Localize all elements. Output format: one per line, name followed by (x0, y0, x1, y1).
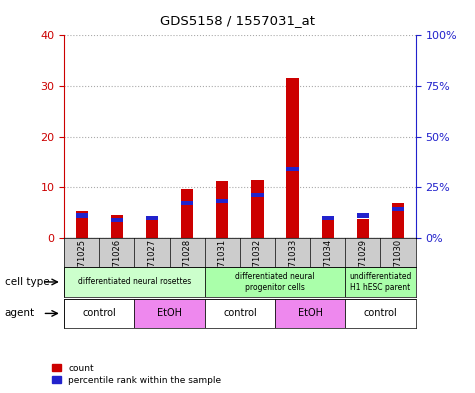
Bar (322, 215, 334, 220)
Text: control: control (223, 309, 257, 318)
Text: GSM1371032: GSM1371032 (253, 239, 262, 296)
Bar (205, 299, 275, 328)
Bar (345, 299, 416, 328)
Text: GSM1371028: GSM1371028 (183, 239, 191, 296)
Bar (286, 78, 299, 238)
Bar (275, 299, 345, 328)
Bar (392, 208, 404, 211)
Bar (357, 219, 369, 238)
Bar (286, 167, 299, 171)
Bar (322, 219, 334, 238)
Bar (181, 201, 193, 206)
Legend: count, percentile rank within the sample: count, percentile rank within the sample (52, 364, 221, 385)
Text: differentiated neural
progenitor cells: differentiated neural progenitor cells (235, 272, 315, 292)
Bar (146, 215, 158, 220)
Text: GSM1371030: GSM1371030 (394, 239, 402, 296)
Bar (111, 217, 123, 222)
Text: GSM1371034: GSM1371034 (323, 239, 332, 296)
Text: GDS5158 / 1557031_at: GDS5158 / 1557031_at (160, 14, 315, 27)
Bar (76, 211, 88, 238)
Bar (64, 299, 134, 328)
Text: GSM1371025: GSM1371025 (77, 239, 86, 295)
Bar (216, 181, 228, 238)
Bar (205, 267, 345, 297)
Text: agent: agent (5, 309, 35, 318)
Text: GSM1371029: GSM1371029 (359, 239, 367, 295)
Bar (64, 267, 205, 297)
Text: GSM1371031: GSM1371031 (218, 239, 227, 296)
Bar (251, 193, 264, 197)
Text: control: control (82, 309, 116, 318)
Text: EtOH: EtOH (157, 309, 182, 318)
Bar (357, 213, 369, 217)
Text: GSM1371033: GSM1371033 (288, 239, 297, 296)
Text: cell type: cell type (5, 277, 49, 287)
Bar (76, 213, 88, 217)
Bar (251, 180, 264, 238)
Bar (146, 219, 158, 238)
Text: GSM1371026: GSM1371026 (113, 239, 121, 296)
Text: EtOH: EtOH (298, 309, 323, 318)
Text: differentiated neural rosettes: differentiated neural rosettes (78, 277, 191, 286)
Bar (134, 299, 205, 328)
Text: undifferentiated
H1 hESC parent: undifferentiated H1 hESC parent (349, 272, 412, 292)
Bar (392, 203, 404, 238)
Text: GSM1371027: GSM1371027 (148, 239, 156, 296)
Bar (216, 199, 228, 203)
Bar (345, 267, 416, 297)
Bar (181, 189, 193, 238)
Bar (111, 215, 123, 238)
Text: control: control (363, 309, 398, 318)
